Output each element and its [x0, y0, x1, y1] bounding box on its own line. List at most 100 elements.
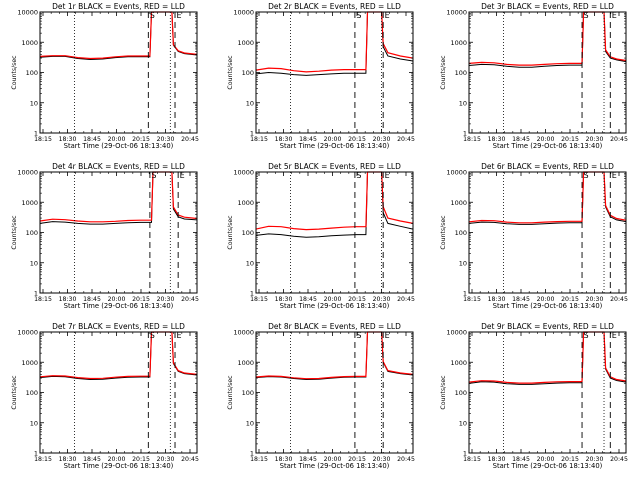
y-tick-label: 1000: [450, 359, 467, 367]
x-tick-label: 20:15: [132, 296, 150, 303]
x-tick-label: 20:30: [373, 136, 391, 143]
x-tick-label: 20:00: [537, 136, 555, 143]
y-tick-label: 10: [459, 419, 467, 427]
series-line-events: [255, 171, 414, 238]
start-marker-label: S: [356, 331, 361, 340]
plot-frame: [468, 11, 627, 134]
y-tick-label: 1000: [237, 359, 254, 367]
x-tick-label: 20:30: [157, 296, 175, 303]
x-tick-label: 20:15: [561, 296, 579, 303]
x-tick-label: 18:15: [34, 136, 52, 143]
y-tick-label: 1: [250, 450, 254, 458]
y-tick-label: 1000: [450, 199, 467, 207]
x-tick-label: 18:45: [83, 296, 101, 303]
start-marker-label: S: [584, 171, 589, 180]
x-tick-label: 20:15: [132, 136, 150, 143]
x-tick-label: 20:45: [181, 456, 199, 463]
y-tick-label: 100: [26, 69, 38, 77]
series-line-events: [468, 331, 627, 385]
y-tick-label: 1: [463, 130, 467, 138]
x-tick-label: 18:30: [59, 456, 77, 463]
y-tick-label: 10000: [17, 9, 38, 17]
series-line-lld: [39, 171, 198, 223]
x-tick-label: 20:45: [610, 456, 628, 463]
x-tick-label: 20:00: [324, 456, 342, 463]
y-tick-label: 100: [242, 229, 254, 237]
y-tick-label: 10: [459, 99, 467, 107]
x-tick-label: 20:00: [537, 296, 555, 303]
y-tick-label: 1: [34, 290, 38, 298]
plot-frame: [255, 331, 414, 454]
y-tick-label: 1: [34, 130, 38, 138]
x-tick-label: 20:00: [108, 296, 126, 303]
x-axis-label: Start Time (29-Oct-06 18:13:40): [64, 302, 174, 310]
y-axis-label: Counts/sec: [440, 55, 447, 90]
y-tick-label: 10000: [446, 329, 467, 337]
y-tick-label: 1000: [21, 199, 38, 207]
y-tick-label: 10000: [233, 9, 254, 17]
y-tick-label: 10000: [233, 329, 254, 337]
x-tick-label: 20:45: [610, 136, 628, 143]
series-line-lld: [468, 171, 627, 224]
y-tick-label: 10000: [17, 329, 38, 337]
series-line-events: [255, 11, 414, 76]
y-tick-label: 100: [26, 229, 38, 237]
x-axis-label: Start Time (29-Oct-06 18:13:40): [280, 142, 390, 150]
plot-frame: [39, 171, 198, 294]
series-line-events: [468, 11, 627, 68]
y-tick-label: 1: [463, 450, 467, 458]
x-tick-label: 20:15: [348, 136, 366, 143]
x-axis-label: Start Time (29-Oct-06 18:13:40): [280, 302, 390, 310]
end-marker-label: E: [612, 11, 617, 20]
plot-frame: [255, 11, 414, 134]
x-tick-label: 18:45: [512, 456, 530, 463]
end-marker-label: E: [385, 11, 390, 20]
end-marker-label: E: [612, 331, 617, 340]
start-marker-label: S: [356, 171, 361, 180]
x-tick-label: 18:15: [463, 296, 481, 303]
start-marker-label: S: [150, 11, 155, 20]
x-tick-label: 18:15: [250, 456, 268, 463]
plot-frame: [39, 11, 198, 134]
x-tick-label: 18:30: [488, 296, 506, 303]
x-tick-label: 20:45: [397, 296, 415, 303]
y-tick-label: 100: [26, 389, 38, 397]
x-tick-label: 20:15: [348, 296, 366, 303]
series-line-lld: [255, 331, 414, 380]
x-tick-label: 20:30: [157, 136, 175, 143]
x-tick-label: 20:15: [561, 136, 579, 143]
y-tick-label: 100: [455, 389, 467, 397]
end-marker-label: E: [385, 171, 390, 180]
x-tick-label: 20:45: [181, 296, 199, 303]
x-tick-label: 18:15: [250, 296, 268, 303]
x-tick-label: 20:00: [324, 296, 342, 303]
y-axis-label: Counts/sec: [440, 215, 447, 250]
x-tick-label: 18:30: [488, 456, 506, 463]
x-tick-label: 18:15: [463, 456, 481, 463]
y-tick-label: 10: [459, 259, 467, 267]
plot-frame: [468, 331, 627, 454]
x-tick-label: 20:30: [157, 456, 175, 463]
panel-title: Det 5r BLACK = Events, RED = LLD: [268, 162, 401, 171]
end-marker-label: E: [176, 331, 181, 340]
x-tick-label: 18:15: [34, 296, 52, 303]
x-tick-label: 20:00: [324, 136, 342, 143]
start-marker-label: S: [584, 11, 589, 20]
y-tick-label: 100: [455, 229, 467, 237]
x-tick-label: 18:30: [59, 296, 77, 303]
start-marker-label: S: [584, 331, 589, 340]
panel-title: Det 2r BLACK = Events, RED = LLD: [268, 2, 401, 11]
start-marker-label: S: [356, 11, 361, 20]
x-tick-label: 20:00: [537, 456, 555, 463]
x-tick-label: 20:45: [181, 136, 199, 143]
x-tick-label: 18:15: [463, 136, 481, 143]
x-tick-label: 18:30: [488, 136, 506, 143]
x-tick-label: 18:30: [275, 136, 293, 143]
end-marker-label: E: [385, 331, 390, 340]
series-line-lld: [255, 11, 414, 73]
